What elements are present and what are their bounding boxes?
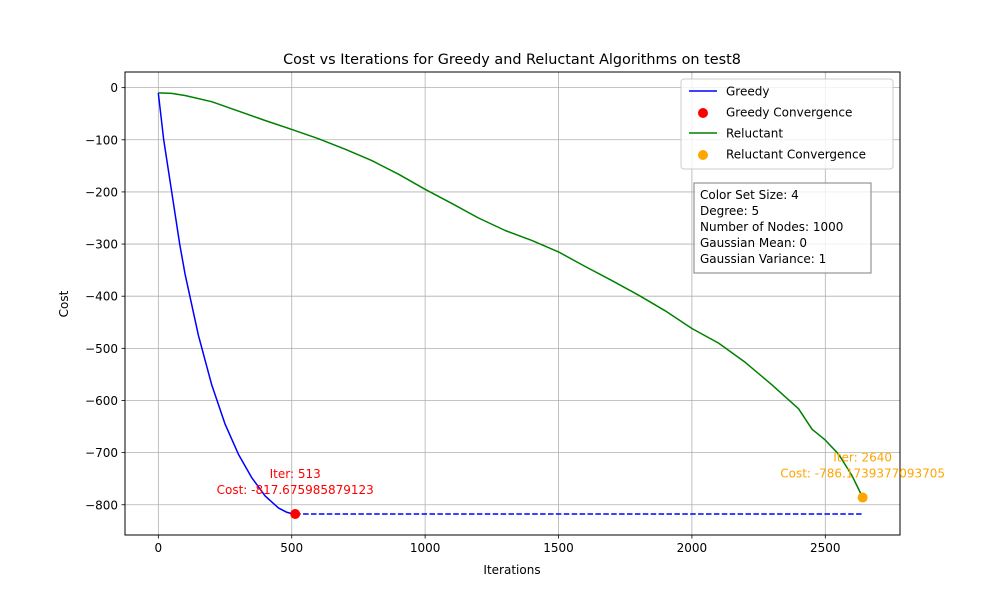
info-box-frame xyxy=(693,182,872,274)
info-box-line: Degree: 5 xyxy=(700,204,759,218)
legend-entry-label: Reluctant xyxy=(726,127,783,141)
y-tick-label: −500 xyxy=(85,342,118,356)
legend-entry-label: Greedy xyxy=(726,85,769,99)
x-tick-label: 1000 xyxy=(410,541,441,555)
y-axis-label: Cost xyxy=(57,290,71,317)
legend-frame xyxy=(680,78,894,170)
plot-area xyxy=(157,92,868,519)
annotation-label: Iter: 2640 xyxy=(833,451,892,465)
info-box-line: Color Set Size: 4 xyxy=(700,188,799,202)
x-axis-label: Iterations xyxy=(483,563,540,577)
info-box-line: Gaussian Mean: 0 xyxy=(700,236,807,250)
annotation-label: Iter: 513 xyxy=(270,467,321,481)
parameter-info-box: Color Set Size: 4 Degree: 5 Number of Node… xyxy=(693,182,872,274)
y-tick-label: 0 xyxy=(110,81,118,95)
x-tick-label: 500 xyxy=(280,541,303,555)
marker-greedy-convergence xyxy=(290,508,301,519)
x-tick-label: 0 xyxy=(155,541,163,555)
series-line-greedy xyxy=(157,92,296,515)
legend-entry-label: Greedy Convergence xyxy=(726,106,852,120)
y-tick-label: −600 xyxy=(85,394,118,408)
x-tick-label: 2500 xyxy=(810,541,841,555)
y-tick-label: −700 xyxy=(85,446,118,460)
axes-frame xyxy=(124,71,901,536)
info-box-line: Gaussian Variance: 1 xyxy=(700,252,826,266)
marker-reluctant-convergence xyxy=(857,492,868,503)
info-box-line: Number of Nodes: 1000 xyxy=(700,220,843,234)
y-tick-label: −400 xyxy=(85,290,118,304)
legend-entry-label: Reluctant Convergence xyxy=(726,148,866,162)
x-tick-label: 1500 xyxy=(543,541,574,555)
legend: Greedy Greedy Convergence Reluctant Relucta… xyxy=(680,78,894,170)
legend-swatch-marker xyxy=(698,150,708,160)
x-axis-ticks: 0 500 1000 1500 2000 2500 xyxy=(155,535,841,555)
legend-swatch-marker xyxy=(698,108,708,118)
annotation-label: Cost: -786.1739377093705 xyxy=(780,467,945,481)
y-axis-ticks: 0 −100 −200 −300 −400 −500 −600 −700 −800 xyxy=(85,81,125,512)
y-tick-label: −800 xyxy=(85,498,118,512)
annotations: Iter: 513 Cost: -817.675985879123 Iter: 26… xyxy=(217,451,945,497)
x-tick-label: 2000 xyxy=(677,541,708,555)
y-tick-label: −100 xyxy=(85,133,118,147)
series-line-reluctant xyxy=(158,92,864,498)
y-tick-label: −300 xyxy=(85,238,118,252)
annotation-label: Cost: -817.675985879123 xyxy=(217,483,374,497)
y-tick-label: −200 xyxy=(85,185,118,199)
chart-title: Cost vs Iterations for Greedy and Reluct… xyxy=(283,52,741,68)
